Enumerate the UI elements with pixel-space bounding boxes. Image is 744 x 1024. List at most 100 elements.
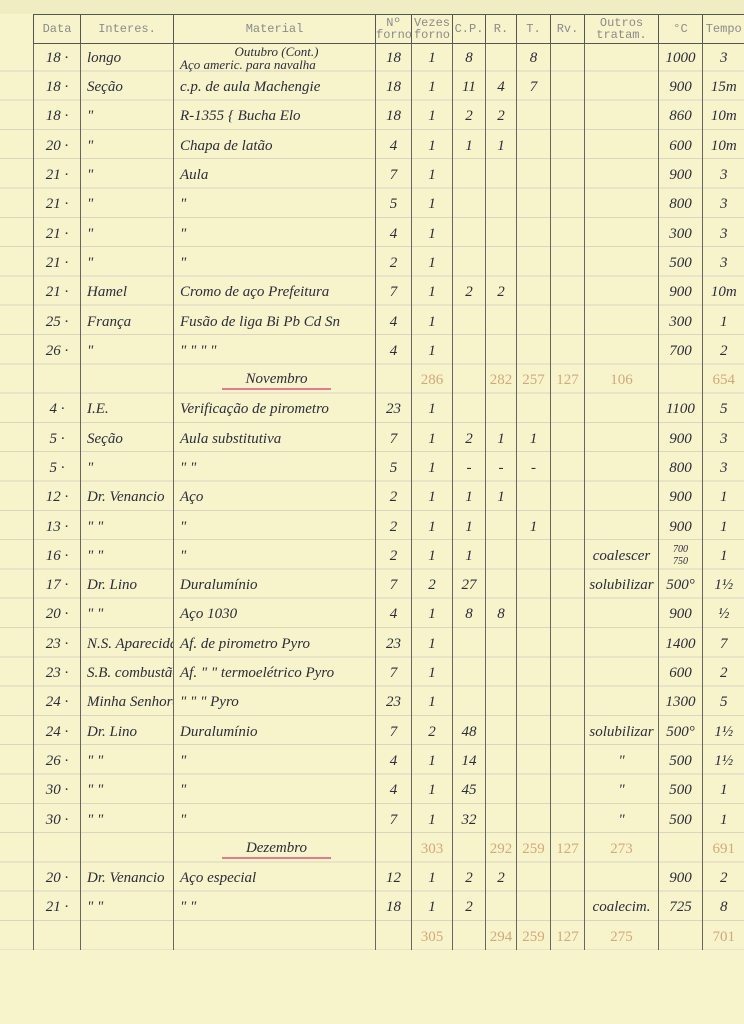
- cell-cp: [452, 922, 486, 953]
- cell-r: 1: [485, 131, 517, 161]
- table-row: 21 · " Aula 7 1 900 3: [33, 160, 744, 191]
- cell-date: 24 ·: [33, 717, 81, 747]
- cell-rv: [550, 43, 585, 73]
- cell-r: 282: [485, 365, 517, 396]
- cell-time: 15m: [702, 73, 744, 103]
- cell-furnace-no: 23: [375, 688, 412, 718]
- table-row: 21 · " " 4 1 300 3: [33, 219, 744, 249]
- cell-r: 2: [485, 102, 517, 132]
- cell-rv: [550, 805, 585, 835]
- cell-furnace-no: 18: [375, 893, 412, 923]
- cell-furnace-times: 1: [411, 541, 453, 572]
- cell-t: 1: [516, 424, 551, 454]
- cell-other-treatments: [584, 278, 659, 308]
- cell-date: 21 ·: [33, 219, 81, 249]
- cell-rv: [550, 483, 585, 513]
- cell-interested: França: [80, 307, 174, 337]
- cell-t: [516, 336, 551, 366]
- cell-temperature: 500°: [658, 717, 703, 747]
- cell-other-treatments: [584, 73, 659, 103]
- cell-t: [516, 219, 551, 249]
- cell-interested: [80, 922, 174, 953]
- cell-interested: ": [80, 248, 174, 279]
- cell-material: Aula substitutiva: [173, 424, 376, 454]
- header-date: Data: [33, 14, 81, 44]
- cell-t: [516, 864, 551, 894]
- cell-furnace-times: 1: [411, 307, 453, 337]
- cell-r: 8: [485, 600, 517, 630]
- cell-furnace-no: 4: [375, 336, 412, 366]
- cell-rv: [550, 160, 585, 191]
- cell-other-treatments: ": [584, 746, 659, 777]
- cell-material: ": [173, 746, 376, 777]
- cell-cp: 2: [452, 278, 486, 308]
- cell-time: 3: [702, 219, 744, 249]
- cell-furnace-no: 12: [375, 864, 412, 894]
- table-row: 20 · Dr. Venancio Aço especial 12 1 2 2 900 2: [33, 864, 744, 894]
- cell-other-treatments: [584, 629, 659, 659]
- cell-material: " ": [173, 453, 376, 484]
- cell-furnace-no: 7: [375, 160, 412, 191]
- furnace-log-table: Data Interes. Material Nº forno Vezes forno C…: [33, 14, 744, 953]
- cell-rv: [550, 190, 585, 220]
- cell-material: Chapa de latão: [173, 131, 376, 161]
- cell-r: [485, 805, 517, 835]
- cell-date: 12 ·: [33, 483, 81, 513]
- cell-other-treatments: ": [584, 805, 659, 835]
- cell-temperature: 900: [658, 600, 703, 630]
- cell-rv: [550, 600, 585, 630]
- cell-cp: [452, 160, 486, 191]
- cell-furnace-times: 1: [411, 453, 453, 484]
- cell-r: 294: [485, 922, 517, 953]
- cell-r: 2: [485, 864, 517, 894]
- cell-temperature: [658, 365, 703, 396]
- cell-furnace-no: 7: [375, 571, 412, 601]
- cell-date: 20 ·: [33, 131, 81, 161]
- cell-material: " " " Pyro: [173, 688, 376, 718]
- cell-r: 4: [485, 73, 517, 103]
- cell-temperature: 300: [658, 307, 703, 337]
- cell-furnace-no: 7: [375, 805, 412, 835]
- table-row: 21 · Hamel Cromo de aço Prefeitura 7 1 2 2 900 1…: [33, 278, 744, 308]
- cell-other-treatments: solubilizar: [584, 571, 659, 601]
- cell-furnace-no: [375, 922, 412, 953]
- cell-furnace-no: [375, 365, 412, 396]
- cell-other-treatments: [584, 483, 659, 513]
- cell-temperature: 860: [658, 102, 703, 132]
- cell-furnace-times: 1: [411, 248, 453, 279]
- cell-rv: [550, 278, 585, 308]
- cell-text: Aço americ. para navalha: [180, 57, 316, 72]
- cell-temperature: 900: [658, 483, 703, 513]
- cell-temperature: 725: [658, 893, 703, 923]
- page-top-margin: [0, 0, 744, 14]
- table-row: 26 · " " " " " 4 1 700 2: [33, 336, 744, 366]
- cell-temperature: 900: [658, 278, 703, 308]
- cell-time: 1: [702, 541, 744, 572]
- cell-interested: Hamel: [80, 278, 174, 308]
- cell-rv: [550, 746, 585, 777]
- cell-material: Aula: [173, 160, 376, 191]
- cell-interested: " ": [80, 600, 174, 630]
- cell-material: Verificação de pirometro: [173, 395, 376, 425]
- cell-r: [485, 658, 517, 689]
- cell-rv: [550, 336, 585, 366]
- cell-cp: 2: [452, 893, 486, 923]
- cell-date: 18 ·: [33, 73, 81, 103]
- header-t: T.: [516, 14, 551, 44]
- cell-rv: [550, 395, 585, 425]
- cell-r: -: [485, 453, 517, 484]
- cell-interested: Minha Senhora: [80, 688, 174, 718]
- cell-cp: [452, 307, 486, 337]
- cell-interested: [80, 834, 174, 865]
- cell-r: [485, 571, 517, 601]
- cell-temperature: 900: [658, 424, 703, 454]
- table-row: 25 · França Fusão de liga Bi Pb Cd Sn 4 1 300…: [33, 307, 744, 337]
- totals-row: 305 294 259 127 275 701: [33, 922, 744, 953]
- cell-t: [516, 248, 551, 279]
- cell-rv: [550, 864, 585, 894]
- cell-text: 700 750: [673, 543, 688, 567]
- header-rv: Rv.: [550, 14, 585, 44]
- cell-date: 30 ·: [33, 805, 81, 835]
- cell-date: 18 ·: [33, 102, 81, 132]
- cell-furnace-times: 2: [411, 717, 453, 747]
